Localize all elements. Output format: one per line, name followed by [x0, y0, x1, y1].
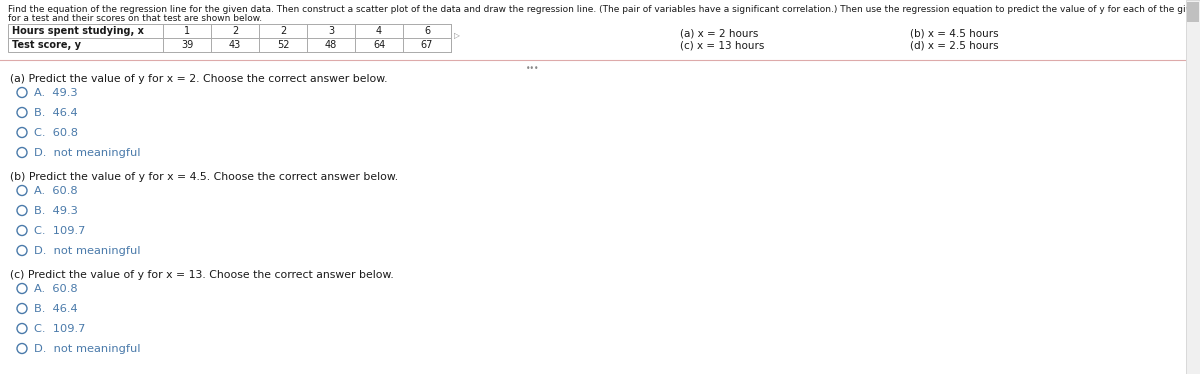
Text: D.  not meaningful: D. not meaningful	[34, 246, 140, 256]
Text: (b) x = 4.5 hours: (b) x = 4.5 hours	[910, 28, 998, 38]
Bar	[1187, 2, 1199, 22]
Text: 64: 64	[373, 40, 385, 49]
Text: for a test and their scores on that test are shown below.: for a test and their scores on that test…	[8, 14, 262, 23]
Text: C.  109.7: C. 109.7	[34, 226, 85, 236]
Text: B.  49.3: B. 49.3	[34, 206, 78, 216]
Text: (b) Predict the value of y for x = 4.5. Choose the correct answer below.: (b) Predict the value of y for x = 4.5. …	[10, 172, 398, 182]
Text: Find the equation of the regression line for the given data. Then construct a sc: Find the equation of the regression line…	[8, 5, 1200, 14]
Text: 3: 3	[328, 25, 334, 36]
Bar	[8, 24, 451, 52]
Text: (c) x = 13 hours: (c) x = 13 hours	[680, 40, 764, 50]
Text: 2: 2	[232, 25, 238, 36]
Bar	[1186, 0, 1200, 374]
Text: B.  46.4: B. 46.4	[34, 304, 78, 314]
Text: D.  not meaningful: D. not meaningful	[34, 344, 140, 354]
Text: (c) Predict the value of y for x = 13. Choose the correct answer below.: (c) Predict the value of y for x = 13. C…	[10, 270, 394, 280]
Text: C.  60.8: C. 60.8	[34, 128, 78, 138]
Text: A.  60.8: A. 60.8	[34, 284, 78, 294]
Text: 52: 52	[277, 40, 289, 49]
Text: 67: 67	[421, 40, 433, 49]
Text: C.  109.7: C. 109.7	[34, 324, 85, 334]
Text: Hours spent studying, x: Hours spent studying, x	[12, 25, 144, 36]
Text: ▷: ▷	[454, 31, 460, 40]
Text: (a) Predict the value of y for x = 2. Choose the correct answer below.: (a) Predict the value of y for x = 2. Ch…	[10, 74, 388, 84]
Text: 48: 48	[325, 40, 337, 49]
Text: 39: 39	[181, 40, 193, 49]
Text: 2: 2	[280, 25, 286, 36]
Text: D.  not meaningful: D. not meaningful	[34, 148, 140, 158]
Text: 6: 6	[424, 25, 430, 36]
Text: 43: 43	[229, 40, 241, 49]
Text: 4: 4	[376, 25, 382, 36]
Text: Test score, y: Test score, y	[12, 40, 82, 49]
Text: A.  60.8: A. 60.8	[34, 186, 78, 196]
Text: (d) x = 2.5 hours: (d) x = 2.5 hours	[910, 40, 998, 50]
Text: B.  46.4: B. 46.4	[34, 108, 78, 118]
Text: 1: 1	[184, 25, 190, 36]
Text: •••: •••	[527, 64, 540, 73]
Text: A.  49.3: A. 49.3	[34, 88, 78, 98]
Text: (a) x = 2 hours: (a) x = 2 hours	[680, 28, 758, 38]
